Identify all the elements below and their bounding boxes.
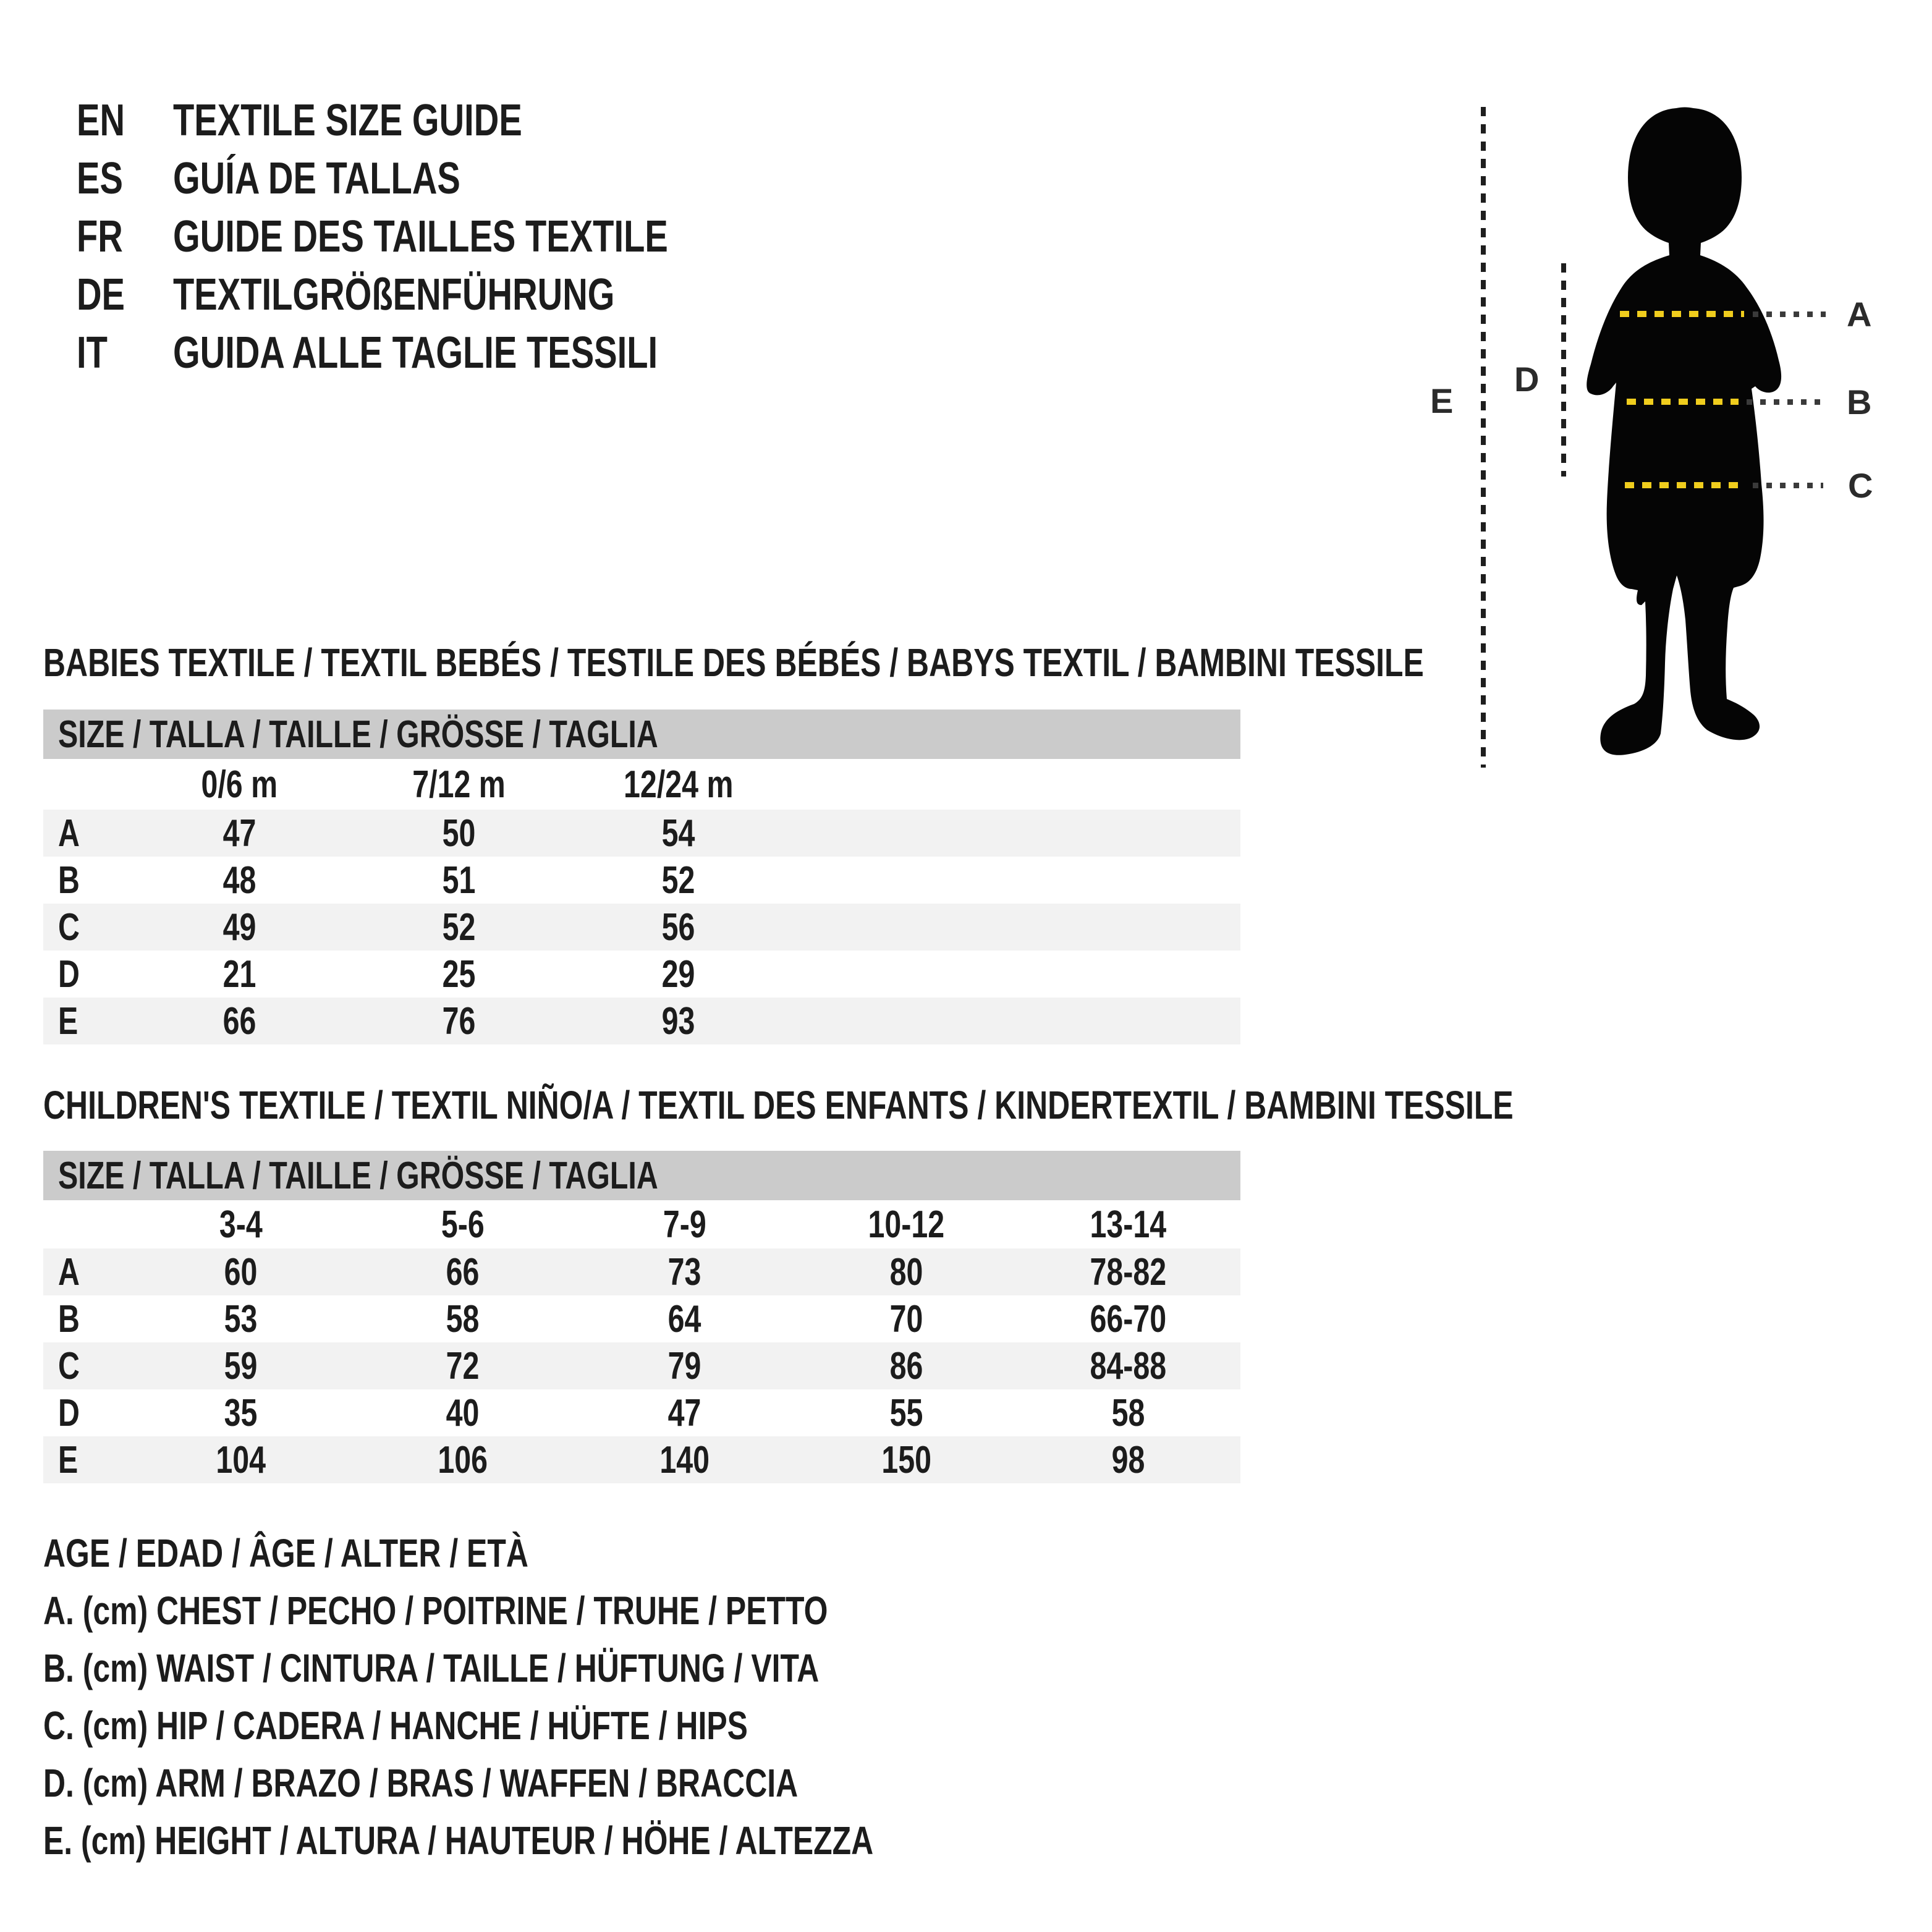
waist-measure-line-b	[1627, 399, 1739, 405]
babies-col-2: 12/24 m	[623, 763, 734, 806]
children-row-e: E 104 106 140 150 98	[43, 1436, 1240, 1483]
children-row-d: D 35 40 47 55 58	[58, 1391, 1145, 1434]
babies-section-title: BABIES TEXTILE / TEXTIL BEBÉS / TESTILE …	[43, 640, 1424, 685]
height-measure-line-e	[1481, 107, 1486, 768]
babies-row-d: D 21 25 29	[58, 952, 695, 996]
hip-leader-dots	[1753, 483, 1823, 488]
legend-height: E. (cm) HEIGHT / ALTURA / HAUTEUR / HÖHE…	[43, 1818, 874, 1863]
waist-leader-dots	[1747, 399, 1826, 405]
guide-title-es: GUÍA DE TALLAS	[173, 154, 460, 203]
babies-row-c: C 49 52 56	[43, 904, 1240, 951]
babies-row-b: B 48 51 52	[58, 858, 695, 902]
guide-title-en: TEXTILE SIZE GUIDE	[173, 96, 522, 145]
language-row-it: IT GUIDA ALLE TAGLIE TESSILI	[77, 324, 808, 382]
figure-label-c: C	[1848, 466, 1873, 505]
babies-size-header-bar: SIZE / TALLA / TAILLE / GRÖSSE / TAGLIA	[43, 710, 1240, 759]
figure-label-a: A	[1847, 295, 1872, 334]
measurement-legend: AGE / EDAD / ÂGE / ALTER / ETÀ A. (cm) C…	[43, 1524, 1108, 1869]
children-col-1: 5-6	[441, 1203, 485, 1246]
figure-label-b: B	[1847, 383, 1872, 422]
language-title-list: EN TEXTILE SIZE GUIDE ES GUÍA DE TALLAS …	[77, 91, 808, 382]
children-row-b: B 53 58 64 70 66-70	[58, 1297, 1167, 1341]
children-col-3: 10-12	[868, 1203, 945, 1246]
figure-label-d: D	[1514, 360, 1540, 399]
children-size-header-bar: SIZE / TALLA / TAILLE / GRÖSSE / TAGLIA	[43, 1151, 1240, 1200]
arm-measure-line-d	[1561, 263, 1566, 477]
babies-col-1: 7/12 m	[412, 763, 506, 806]
language-row-en: EN TEXTILE SIZE GUIDE	[77, 91, 808, 150]
hip-measure-line-c	[1625, 482, 1744, 488]
legend-arm: D. (cm) ARM / BRAZO / BRAS / WAFFEN / BR…	[43, 1760, 799, 1805]
guide-title-it: GUIDA ALLE TAGLIE TESSILI	[173, 328, 658, 378]
legend-waist: B. (cm) WAIST / CINTURA / TAILLE / HÜFTU…	[43, 1645, 820, 1690]
language-code: EN	[77, 96, 125, 145]
babies-col-0: 0/6 m	[201, 763, 278, 806]
chest-measure-line-a	[1620, 311, 1744, 317]
language-code: ES	[77, 154, 123, 203]
babies-row-e: E 66 76 93	[43, 998, 1240, 1044]
language-row-de: DE TEXTILGRÖßENFÜHRUNG	[77, 266, 808, 324]
language-row-es: ES GUÍA DE TALLAS	[77, 150, 808, 208]
children-row-c: C 59 72 79 86 84-88	[43, 1342, 1240, 1389]
babies-row-a: A 47 50 54	[43, 810, 1240, 857]
children-col-4: 13-14	[1090, 1203, 1167, 1246]
guide-title-de: TEXTILGRÖßENFÜHRUNG	[173, 270, 615, 320]
babies-column-header-row: 0/6 m 7/12 m 12/24 m	[43, 759, 1240, 810]
children-section-title: CHILDREN'S TEXTILE / TEXTIL NIÑO/A / TEX…	[43, 1083, 1514, 1127]
children-column-header-row: 3-4 5-6 7-9 10-12 13-14	[43, 1200, 1240, 1248]
legend-hip: C. (cm) HIP / CADERA / HANCHE / HÜFTE / …	[43, 1703, 748, 1748]
language-code: DE	[77, 270, 125, 320]
language-code: IT	[77, 328, 108, 378]
children-col-2: 7-9	[663, 1203, 706, 1246]
legend-age: AGE / EDAD / ÂGE / ALTER / ETÀ	[43, 1530, 528, 1575]
chest-leader-dots	[1753, 311, 1826, 317]
guide-title-fr: GUIDE DES TAILLES TEXTILE	[173, 212, 668, 261]
children-row-a: A 60 66 73 80 78-82	[43, 1248, 1240, 1295]
language-code: FR	[77, 212, 123, 261]
figure-label-e: E	[1430, 381, 1454, 420]
language-row-fr: FR GUIDE DES TAILLES TEXTILE	[77, 208, 808, 266]
children-col-0: 3-4	[219, 1203, 263, 1246]
legend-chest: A. (cm) CHEST / PECHO / POITRINE / TRUHE…	[43, 1588, 828, 1633]
child-silhouette-icon	[1587, 107, 1782, 755]
